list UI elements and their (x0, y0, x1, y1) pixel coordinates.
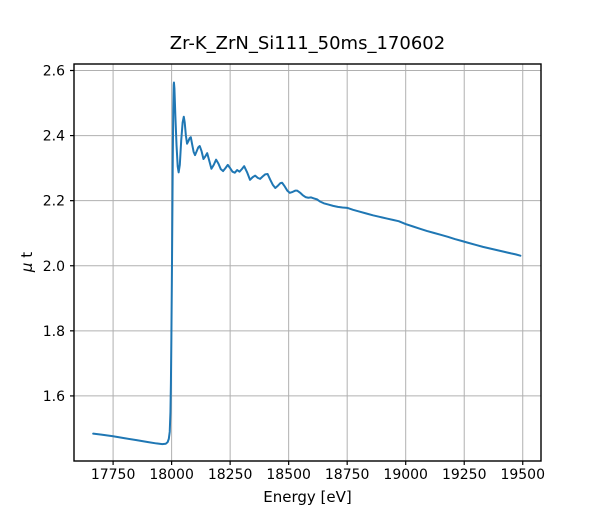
mu-symbol: μ (18, 262, 36, 273)
x-tick-label: 18750 (325, 467, 370, 483)
x-tick-label: 17750 (91, 467, 136, 483)
data-line (92, 81, 522, 446)
chart-title: Zr-K_ZrN_Si111_50ms_170602 (169, 33, 446, 54)
y-tick-label: 2.2 (43, 194, 65, 210)
y-tick-label: 2.0 (43, 259, 65, 275)
y-tick-label: 1.6 (43, 389, 65, 405)
x-axis-label: Energy [eV] (263, 488, 352, 506)
y-axis-label: μ t (18, 252, 36, 272)
x-tick-label: 19000 (383, 467, 428, 483)
y-tick-label: 1.8 (43, 324, 65, 340)
y-axis-label-suffix: t (18, 251, 36, 263)
y-tick-label: 2.4 (43, 129, 65, 145)
x-tick-label: 18500 (266, 467, 311, 483)
y-tick-label: 2.6 (43, 64, 65, 80)
plot-border (73, 63, 542, 462)
x-tick-label: 18250 (208, 467, 253, 483)
x-tick-label: 19250 (442, 467, 487, 483)
x-tick-label: 18000 (149, 467, 194, 483)
x-tick-label: 19500 (500, 467, 545, 483)
